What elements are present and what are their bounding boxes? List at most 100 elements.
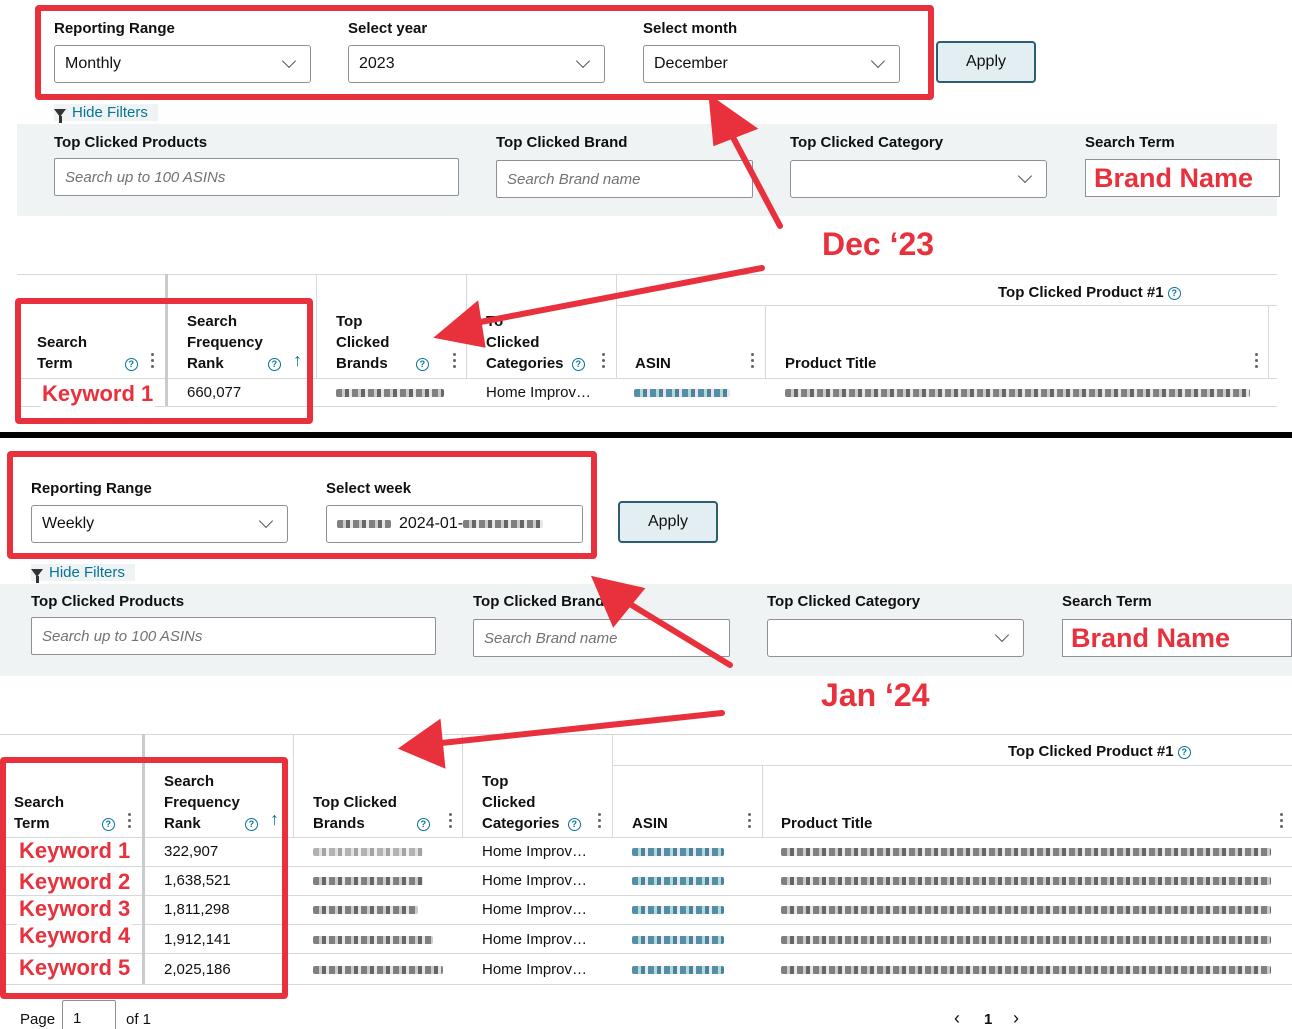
page-number-input[interactable]: 1 xyxy=(62,1000,116,1029)
products-search-input[interactable]: Search up to 100 ASINs xyxy=(31,617,436,655)
redacted-asin[interactable] xyxy=(632,848,724,856)
col-text: Rank ? xyxy=(187,353,281,374)
apply-button[interactable]: Apply xyxy=(936,41,1036,83)
kebab-menu-icon[interactable] xyxy=(1255,353,1258,371)
redacted-title[interactable] xyxy=(781,906,1271,914)
col-text: Search xyxy=(14,794,65,811)
redacted-brand xyxy=(313,848,423,856)
col-brands[interactable]: Top Clicked Brands ? xyxy=(313,792,430,834)
col-asin[interactable]: ASIN xyxy=(632,815,668,832)
pager-current[interactable]: 1 xyxy=(984,1011,993,1028)
help-icon[interactable]: ? xyxy=(124,357,138,371)
hide-filters-link[interactable]: Hide Filters xyxy=(54,104,158,123)
arrow-shaft xyxy=(725,125,783,229)
apply-button[interactable]: Apply xyxy=(618,501,718,543)
col-text: Categories ? xyxy=(482,813,581,834)
sfr-cell: 2,025,186 xyxy=(164,961,231,978)
col-brands[interactable]: Top Clicked Brands ? xyxy=(336,311,429,374)
products-search-input[interactable]: Search up to 100 ASINs xyxy=(54,158,459,196)
hide-filters-link[interactable]: Hide Filters xyxy=(31,564,135,583)
redacted-title[interactable] xyxy=(781,848,1271,856)
chevron-left-icon[interactable]: ‹ xyxy=(954,1008,960,1028)
week-select[interactable]: 2024-01- xyxy=(326,505,583,543)
year-label: Select year xyxy=(348,20,428,37)
redacted-week-start xyxy=(337,520,391,528)
search-term-input[interactable]: Brand Name xyxy=(1085,159,1280,197)
redacted-brand xyxy=(313,966,443,974)
sort-up-icon[interactable]: ↑ xyxy=(270,809,279,829)
kebab-menu-icon[interactable] xyxy=(748,813,751,831)
redacted-asin[interactable] xyxy=(632,906,724,914)
kebab-menu-icon[interactable] xyxy=(151,353,154,371)
reporting-range-label: Reporting Range xyxy=(31,480,152,497)
redacted-asin[interactable] xyxy=(632,936,724,944)
redacted-asin[interactable] xyxy=(634,389,730,397)
kebab-menu-icon[interactable] xyxy=(449,813,452,831)
brand-label: Top Clicked Brand xyxy=(473,593,605,610)
page-of-label: of 1 xyxy=(126,1011,152,1028)
redacted-asin[interactable] xyxy=(632,877,724,885)
help-icon[interactable]: ? xyxy=(415,357,429,371)
reporting-range-select[interactable]: Monthly xyxy=(54,45,311,83)
help-icon[interactable]: ? xyxy=(1167,286,1181,300)
redacted-title[interactable] xyxy=(781,936,1271,944)
help-icon[interactable]: ? xyxy=(416,817,430,831)
redacted-asin[interactable] xyxy=(632,966,724,974)
column-divider xyxy=(612,734,613,837)
col-product-title[interactable]: Product Title xyxy=(785,355,877,372)
kebab-menu-icon[interactable] xyxy=(128,813,131,831)
keyword-annotation: Keyword 1 xyxy=(40,381,156,407)
col-product-title[interactable]: Product Title xyxy=(781,815,873,832)
filter-icon xyxy=(54,108,66,123)
help-icon[interactable]: ? xyxy=(567,817,581,831)
sfr-cell: 322,907 xyxy=(164,843,219,860)
col-search-term[interactable]: Search Term ? xyxy=(37,332,138,374)
search-term-label: Search Term xyxy=(1085,134,1175,151)
redacted-brand xyxy=(313,936,433,944)
col-search-term[interactable]: Search Term ? xyxy=(14,792,115,834)
column-divider xyxy=(316,274,317,378)
year-select[interactable]: 2023 xyxy=(348,45,605,83)
brand-search-input[interactable]: Search Brand name xyxy=(496,160,753,198)
help-icon[interactable]: ? xyxy=(571,357,585,371)
table-border xyxy=(0,984,1292,985)
col-asin[interactable]: ASIN xyxy=(635,355,671,372)
redacted-title[interactable] xyxy=(781,877,1271,885)
category-select[interactable] xyxy=(767,619,1024,657)
kebab-menu-icon[interactable] xyxy=(751,353,754,371)
sort-up-icon[interactable]: ↑ xyxy=(293,350,302,370)
products-label: Top Clicked Products xyxy=(31,593,185,610)
month-select[interactable]: December xyxy=(643,45,900,83)
help-icon[interactable]: ? xyxy=(244,817,258,831)
col-text: Term ? xyxy=(14,813,115,834)
filter-icon xyxy=(31,568,43,583)
sfr-cell: 1,912,141 xyxy=(164,931,231,948)
products-label: Top Clicked Products xyxy=(54,134,208,151)
col-sfr[interactable]: Search Frequency Rank ? xyxy=(187,311,281,374)
help-icon[interactable]: ? xyxy=(267,357,281,371)
kebab-menu-icon[interactable] xyxy=(598,813,601,831)
reporting-range-select[interactable]: Weekly xyxy=(31,505,288,543)
redacted-title[interactable] xyxy=(785,389,1250,397)
redacted-brand xyxy=(336,389,444,397)
chevron-right-icon[interactable]: › xyxy=(1013,1008,1019,1028)
col-sfr[interactable]: Search Frequency Rank ? xyxy=(164,771,258,834)
help-icon[interactable]: ? xyxy=(101,817,115,831)
reporting-range-value: Weekly xyxy=(42,515,95,532)
category-select[interactable] xyxy=(790,160,1047,198)
col-categories[interactable]: To Clicked Categories ? xyxy=(486,311,585,374)
category-cell: Home Improv… xyxy=(482,843,588,860)
kebab-menu-icon[interactable] xyxy=(602,353,605,371)
column-divider xyxy=(462,734,463,837)
col-categories[interactable]: Top Clicked Categories ? xyxy=(482,771,581,834)
column-divider xyxy=(165,274,168,406)
search-term-input[interactable]: Brand Name xyxy=(1062,619,1292,657)
kebab-menu-icon[interactable] xyxy=(1280,813,1283,831)
redacted-week-end xyxy=(463,520,544,528)
redacted-title[interactable] xyxy=(781,966,1271,974)
category-label: Top Clicked Category xyxy=(790,134,944,151)
page-label: Page xyxy=(20,1011,56,1028)
kebab-menu-icon[interactable] xyxy=(453,353,456,371)
help-icon[interactable]: ? xyxy=(1177,745,1191,759)
arrow-shaft xyxy=(467,265,765,327)
